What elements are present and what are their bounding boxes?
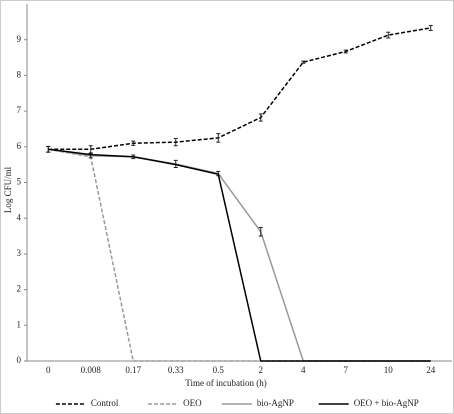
error-bar (258, 226, 263, 237)
error-bar (301, 60, 306, 64)
y-tick-label: 5 (17, 177, 22, 187)
series-line (48, 27, 431, 151)
x-tick-label: 4 (301, 365, 306, 375)
y-tick-label: 7 (17, 105, 22, 115)
y-tick-label: 0 (17, 355, 22, 365)
legend-label: OEO (183, 398, 202, 408)
series-line (48, 148, 431, 362)
series-line (48, 148, 431, 362)
x-axis-label: Time of incubation (h) (185, 378, 266, 388)
error-bar (258, 113, 263, 122)
y-axis-label: Log CFU/ml (3, 166, 13, 213)
x-tick-label: 0.33 (168, 365, 184, 375)
series-line (48, 148, 431, 362)
y-tick-label: 4 (17, 212, 22, 222)
error-bar (216, 133, 221, 143)
x-tick-label: 7 (344, 365, 349, 375)
error-bar (88, 145, 93, 154)
error-bar (131, 140, 136, 146)
y-tick-label: 2 (17, 284, 22, 294)
error-bar (173, 138, 178, 147)
y-tick-label: 6 (17, 141, 22, 151)
y-tick-label: 9 (17, 34, 22, 44)
error-bar (386, 31, 391, 39)
x-tick-label: 2 (259, 365, 264, 375)
x-tick-label: 0.5 (213, 365, 225, 375)
legend-label: Control (91, 398, 119, 408)
x-tick-label: 0.008 (81, 365, 102, 375)
error-bar (428, 24, 433, 31)
x-tick-label: 10 (384, 365, 394, 375)
legend-label: OEO + bio-AgNP (354, 398, 419, 408)
y-tick-label: 1 (17, 319, 22, 329)
x-tick-label: 0 (46, 365, 51, 375)
legend-label: bio-AgNP (257, 398, 294, 408)
y-tick-label: 3 (17, 248, 22, 258)
error-bar (343, 49, 348, 54)
y-tick-label: 8 (17, 69, 22, 79)
x-tick-label: 24 (426, 365, 436, 375)
x-tick-label: 0.17 (125, 365, 141, 375)
